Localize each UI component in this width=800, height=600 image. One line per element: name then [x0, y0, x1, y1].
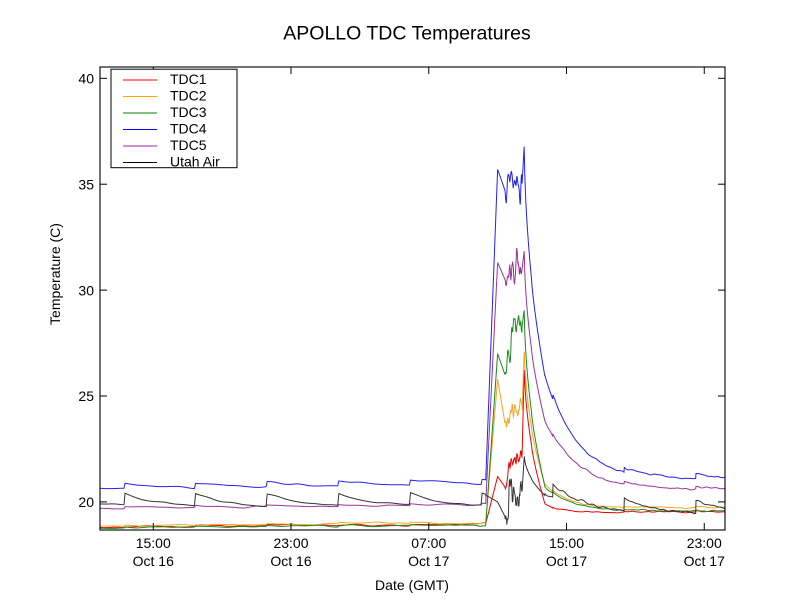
svg-text:Oct 17: Oct 17 [546, 553, 587, 569]
svg-text:Date (GMT): Date (GMT) [375, 577, 449, 593]
svg-text:Utah Air: Utah Air [170, 154, 220, 170]
svg-text:35: 35 [78, 176, 94, 192]
svg-text:07:00: 07:00 [411, 535, 446, 551]
svg-text:15:00: 15:00 [549, 535, 584, 551]
svg-text:Oct 17: Oct 17 [408, 553, 449, 569]
svg-text:Oct 16: Oct 16 [133, 553, 174, 569]
svg-text:30: 30 [78, 282, 94, 298]
svg-text:Oct 16: Oct 16 [270, 553, 311, 569]
svg-text:Oct 17: Oct 17 [684, 553, 725, 569]
svg-text:Temperature (C): Temperature (C) [47, 223, 63, 325]
svg-text:40: 40 [78, 71, 94, 87]
svg-text:TDC1: TDC1 [170, 71, 207, 87]
svg-text:20: 20 [78, 494, 94, 510]
svg-text:15:00: 15:00 [136, 535, 171, 551]
svg-text:APOLLO TDC Temperatures: APOLLO TDC Temperatures [283, 23, 531, 45]
svg-text:25: 25 [78, 388, 94, 404]
svg-text:TDC5: TDC5 [170, 137, 207, 153]
svg-text:TDC3: TDC3 [170, 104, 207, 120]
svg-text:TDC4: TDC4 [170, 121, 207, 137]
svg-text:23:00: 23:00 [687, 535, 722, 551]
svg-text:TDC2: TDC2 [170, 88, 207, 104]
svg-text:23:00: 23:00 [273, 535, 308, 551]
